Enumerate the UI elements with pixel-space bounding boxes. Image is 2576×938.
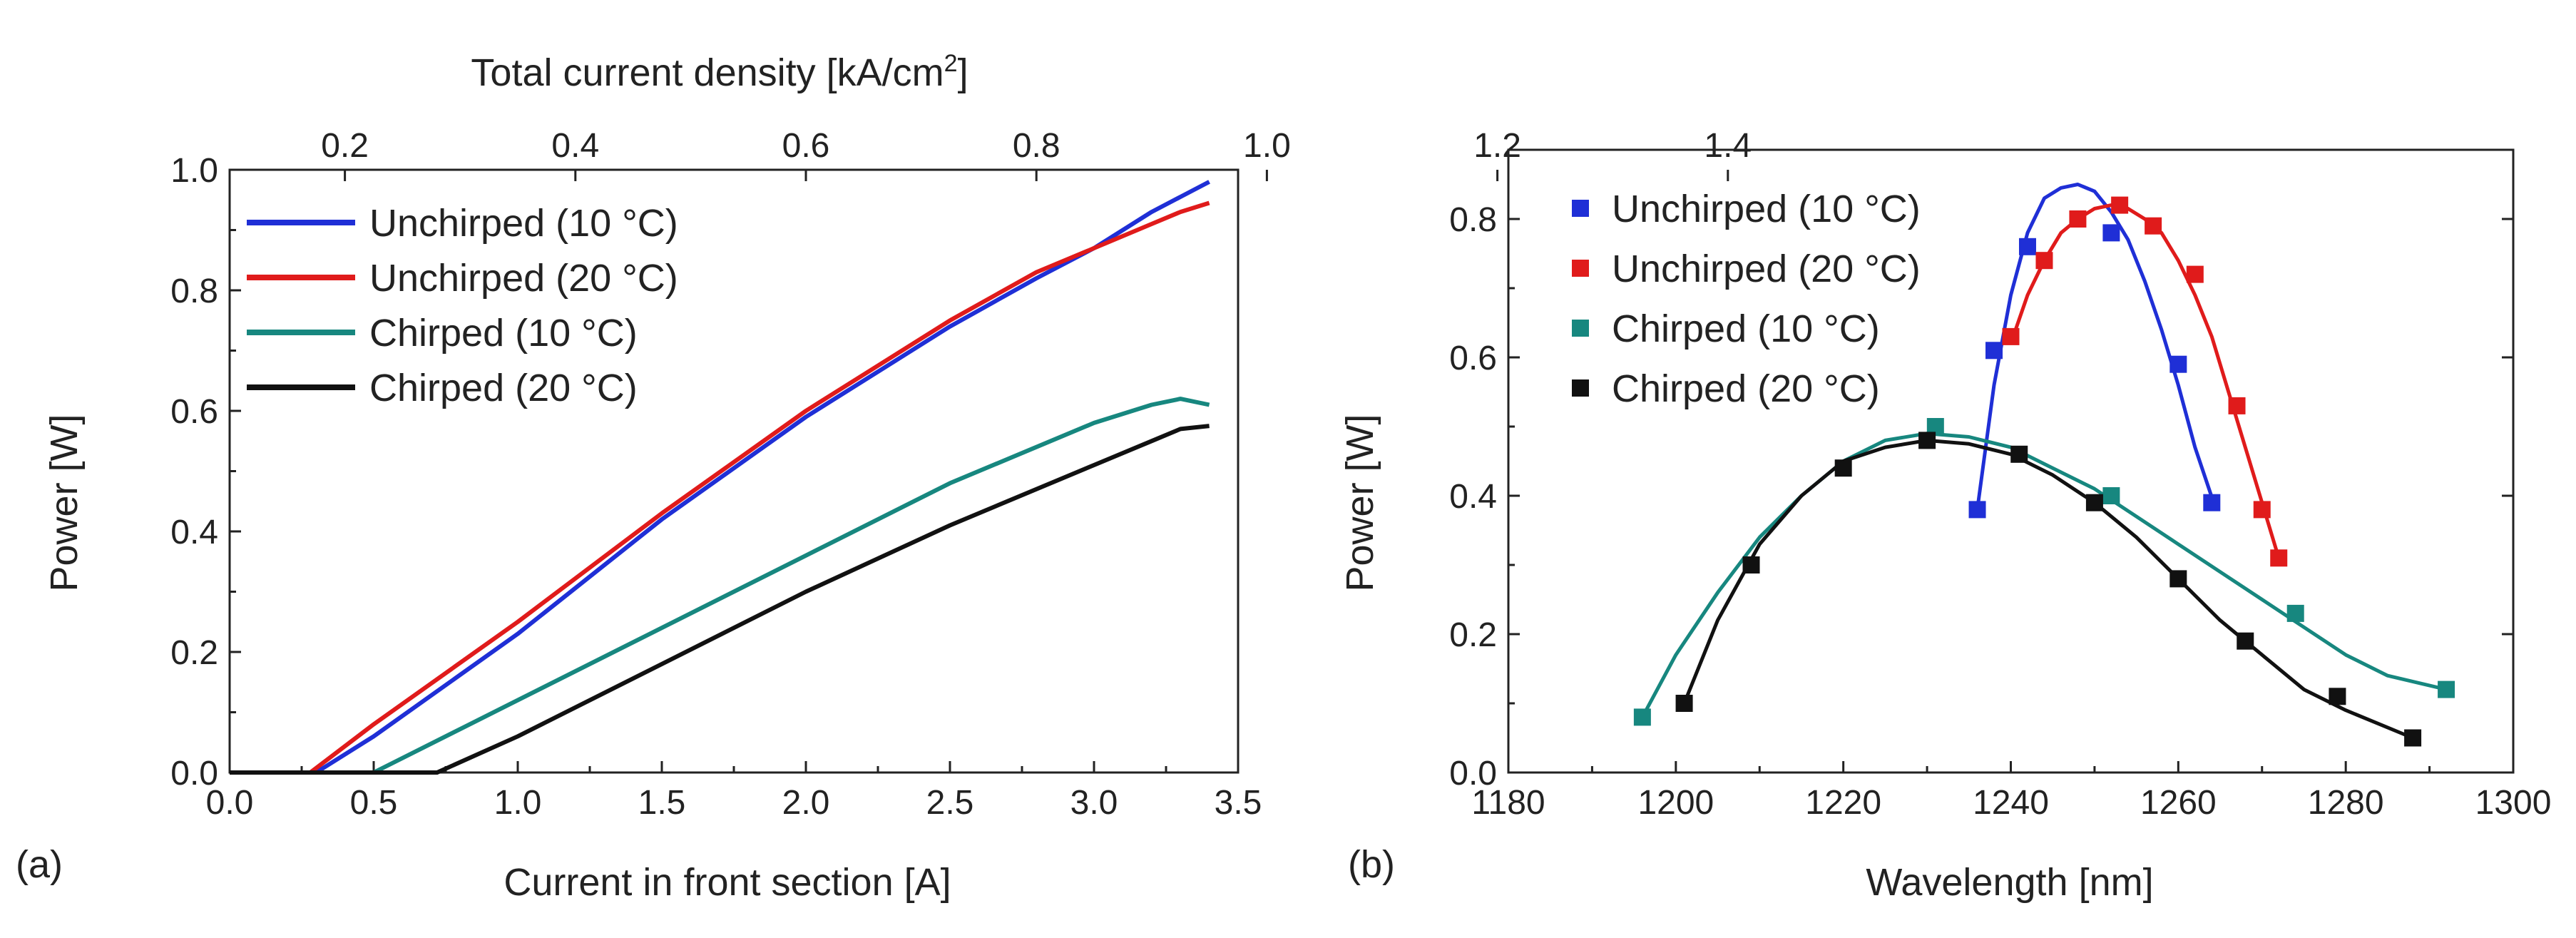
panel-b-data-point [2438, 680, 2455, 698]
panel-b-legend-swatch [1572, 379, 1589, 397]
panel-b-x-tick-label: 1260 [2140, 784, 2217, 822]
panel-a-x-tick-label: 0.5 [350, 784, 398, 822]
panel-a-x-tick-label: 0.0 [206, 784, 254, 822]
panel-a-series-line [230, 200, 1210, 775]
panel-a-series-line [230, 180, 1210, 775]
panel-b-data-point [1633, 708, 1651, 726]
panel-b-data-point [1985, 342, 2003, 360]
panel-b-y-tick-label: 0.0 [1449, 755, 1497, 792]
panel-a-legend-label: Chirped (20 °C) [369, 367, 638, 409]
panel-b-x-tick-label: 1180 [1471, 784, 1545, 822]
panel-b-fit-line [1640, 432, 2447, 718]
panel-b-data-point [2085, 494, 2103, 511]
panel-b-data-point [2002, 327, 2020, 345]
panel-a: Total current density [kA/cm2] Current i… [16, 50, 1752, 904]
panel-a-top-tick-label: 0.4 [551, 127, 599, 165]
panel-b-legend-label: Chirped (10 °C) [1612, 307, 1880, 350]
panel-b-y-tick-label: 0.8 [1449, 201, 1497, 239]
panel-b-data-point [1834, 459, 1852, 477]
panel-a-legend-label: Chirped (10 °C) [369, 312, 638, 355]
panel-b-y-tick-label: 0.4 [1449, 478, 1497, 516]
panel-b-legend-swatch [1572, 260, 1589, 277]
panel-b-data-point [2237, 632, 2254, 650]
panel-b-legend-label: Unchirped (20 °C) [1612, 248, 1921, 290]
panel-b-legend-label: Chirped (20 °C) [1612, 367, 1880, 410]
panel-a-x-tick-label: 3.5 [1215, 784, 1262, 822]
panel-b-fit-line [1682, 438, 2414, 740]
panel-a-legend-label: Unchirped (10 °C) [369, 202, 678, 245]
panel-a-y-tick-label: 0.0 [170, 755, 218, 792]
panel-a-x-axis-label: Current in front section [A] [504, 861, 951, 904]
panel-a-top-tick-label: 0.8 [1013, 127, 1060, 165]
panel-a-x-tick-label: 2.0 [782, 784, 830, 822]
panel-b-x-tick-label: 1220 [1805, 784, 1881, 822]
panel-b-data-point [1968, 501, 1986, 519]
panel-b-data-point [2169, 570, 2187, 588]
panel-b-data-point [1742, 556, 1760, 573]
panel-a-top-axis-label: Total current density [kA/cm2] [471, 50, 968, 94]
panel-b-data-point [2286, 604, 2304, 622]
panel-a-y-axis-label: Power [W] [43, 414, 86, 591]
panel-b-data-point [2253, 501, 2271, 519]
panel-a-top-tick-label: 1.4 [1704, 127, 1752, 165]
panel-b-x-tick-label: 1240 [1973, 784, 2049, 822]
panel-b-legend-swatch [1572, 320, 1589, 337]
panel-a-x-tick-label: 1.5 [638, 784, 686, 822]
panel-b-data-point [2329, 688, 2346, 705]
panel-b-x-tick-label: 1300 [2475, 784, 2552, 822]
panel-b-data-point [2069, 210, 2087, 228]
panel-b-legend-label: Unchirped (10 °C) [1612, 188, 1921, 230]
panel-b: Wavelength [nm] Power [W] (b) 1180 1200 12… [1339, 148, 2552, 904]
panel-b-data-point [2102, 487, 2120, 504]
panel-b-y-axis-label: Power [W] [1339, 414, 1381, 591]
panel-b-label: (b) [1348, 843, 1395, 886]
panel-a-top-tick-label: 0.6 [782, 127, 830, 165]
panel-b-x-tick-label: 1280 [2308, 784, 2384, 822]
panel-a-top-tick-label: 0.2 [321, 127, 369, 165]
panel-a-x-tick-label: 2.5 [926, 784, 974, 822]
panel-a-y-tick-label: 0.2 [170, 634, 218, 672]
panel-b-data-point [2169, 355, 2187, 373]
panel-a-y-tick-label: 0.4 [170, 514, 218, 551]
panel-a-y-tick-label: 0.8 [170, 272, 218, 310]
panel-b-data-point [2111, 196, 2129, 214]
panel-b-data-point [2228, 397, 2246, 414]
panel-b-data-point [2203, 494, 2221, 511]
panel-a-series-line [230, 397, 1210, 775]
panel-b-y-tick-label: 0.2 [1449, 616, 1497, 654]
panel-a-y-tick-label: 0.6 [170, 393, 218, 431]
panel-a-label: (a) [16, 843, 63, 886]
panel-b-legend-swatch [1572, 200, 1589, 217]
panel-b-data-point [1675, 695, 1693, 712]
panel-b-data-point [2035, 252, 2053, 270]
panel-a-x-tick-label: 1.0 [494, 784, 542, 822]
panel-b-data-point [1918, 432, 1936, 449]
panel-a-series-line [230, 424, 1210, 775]
panel-a-top-tick-label: 1.0 [1243, 127, 1291, 165]
panel-b-x-axis-label: Wavelength [nm] [1866, 861, 2153, 904]
panel-b-data-point [2010, 445, 2028, 463]
panel-b-x-tick-label: 1200 [1637, 784, 1714, 822]
panel-b-data-point [2145, 217, 2162, 235]
panel-a-x-tick-label: 3.0 [1070, 784, 1118, 822]
panel-b-data-point [2018, 238, 2036, 255]
panel-b-data-point [2186, 265, 2204, 283]
panel-a-legend-label: Unchirped (20 °C) [369, 257, 678, 300]
panel-b-data-point [2102, 224, 2120, 242]
panel-a-top-tick-label: 1.2 [1473, 127, 1521, 165]
panel-b-y-tick-label: 0.6 [1449, 340, 1497, 377]
panel-a-y-tick-label: 1.0 [170, 152, 218, 190]
panel-b-data-point [2270, 549, 2288, 567]
panel-b-data-point [2404, 729, 2422, 747]
